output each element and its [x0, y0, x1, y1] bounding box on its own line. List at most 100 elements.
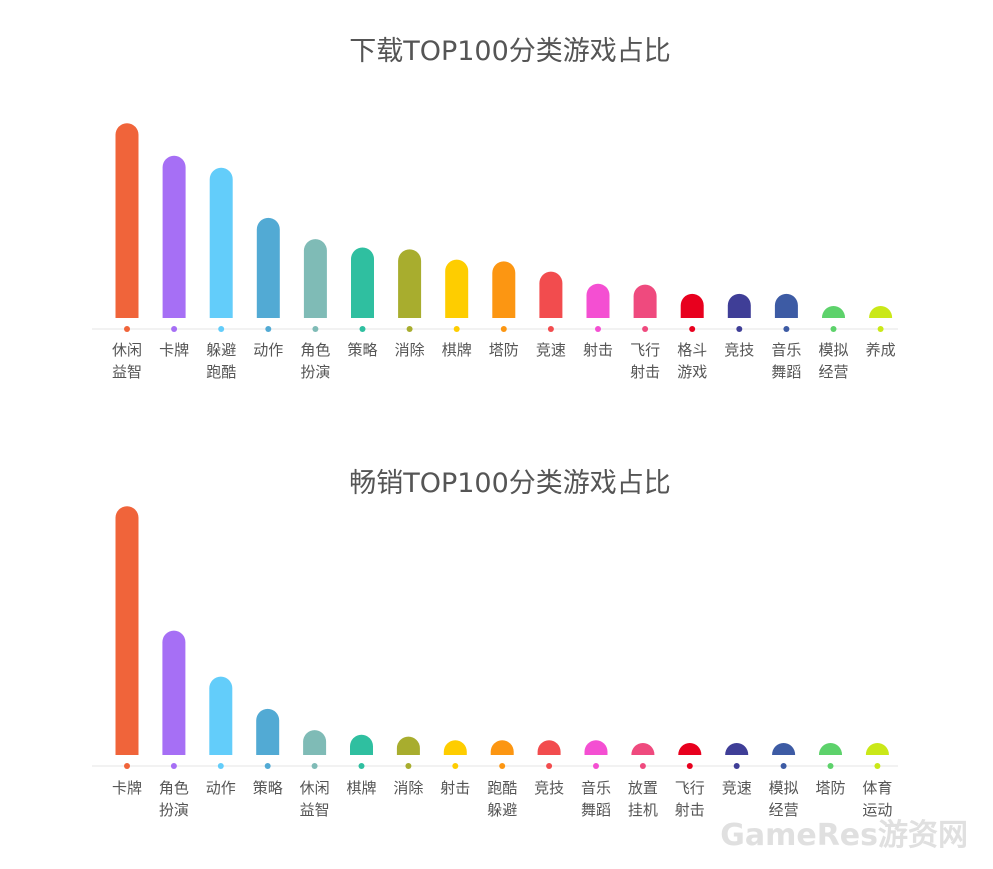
- bar: [584, 740, 608, 755]
- bar: [586, 283, 610, 318]
- category-label: 竞速: [722, 779, 752, 797]
- watermark: GameRes游资网: [720, 818, 968, 853]
- bar: [537, 740, 561, 755]
- category-label: 音乐舞蹈: [771, 341, 801, 381]
- category-dot: [453, 326, 460, 332]
- category-label: 模拟经营: [818, 341, 848, 381]
- bar: [680, 293, 704, 318]
- bar: [822, 306, 845, 318]
- category-label: 角色扮演: [159, 779, 189, 819]
- bar: [492, 261, 516, 318]
- bar: [774, 293, 798, 318]
- bar: [303, 239, 327, 318]
- category-dot: [124, 326, 130, 332]
- bar: [256, 217, 280, 318]
- category-label: 射击: [583, 341, 613, 359]
- category-label: 卡牌: [159, 341, 189, 359]
- bar: [631, 743, 655, 755]
- category-dot: [733, 763, 740, 769]
- category-dot: [312, 326, 319, 332]
- category-dot: [265, 326, 272, 332]
- category-dot: [170, 763, 177, 769]
- category-label: 飞行射击: [675, 779, 705, 819]
- category-dot: [124, 763, 130, 769]
- category-dot: [780, 763, 787, 769]
- bar: [490, 740, 514, 755]
- category-label: 飞行射击: [630, 341, 660, 381]
- bar: [865, 743, 889, 755]
- category-dot: [595, 326, 601, 332]
- bar: [350, 734, 373, 755]
- bar: [256, 708, 280, 755]
- bar: [443, 740, 467, 755]
- bar: [772, 743, 796, 755]
- category-dot: [359, 326, 366, 332]
- category-dot: [171, 326, 178, 332]
- bar: [869, 306, 893, 318]
- bar: [678, 743, 702, 755]
- category-dot: [689, 326, 696, 332]
- category-dot: [452, 763, 459, 769]
- category-label: 格斗游戏: [677, 341, 707, 381]
- bar: [539, 271, 563, 318]
- category-label: 休闲益智: [112, 341, 142, 381]
- category-label: 放置挂机: [628, 779, 658, 819]
- category-dot: [500, 326, 507, 332]
- category-dot: [736, 326, 743, 332]
- category-label: 体育运动: [862, 779, 892, 819]
- category-label: 模拟经营: [769, 779, 799, 819]
- category-label: 竞技: [724, 341, 754, 359]
- bar: [396, 736, 420, 755]
- category-label: 策略: [347, 341, 377, 359]
- chart-title: 下载TOP100分类游戏占比: [349, 36, 671, 67]
- category-dot: [639, 763, 646, 769]
- bar: [727, 293, 751, 318]
- category-label: 养成: [866, 341, 896, 359]
- category-dot: [546, 763, 553, 769]
- category-label: 射击: [440, 779, 470, 797]
- bar: [303, 730, 327, 755]
- category-dot: [264, 763, 271, 769]
- bar: [819, 743, 842, 755]
- category-dot: [827, 763, 834, 769]
- bar: [725, 743, 749, 755]
- category-dot: [686, 763, 693, 769]
- chart-title: 畅销TOP100分类游戏占比: [349, 468, 671, 499]
- category-label: 跑酷躲避: [487, 779, 517, 819]
- category-dot: [874, 763, 881, 769]
- bar: [162, 630, 186, 755]
- category-dot: [218, 326, 225, 332]
- category-label: 消除: [393, 779, 423, 797]
- category-label: 塔防: [489, 341, 519, 359]
- category-dot: [499, 763, 506, 769]
- category-dot: [642, 326, 649, 332]
- category-dot: [311, 763, 318, 769]
- category-label: 棋牌: [442, 341, 472, 359]
- category-label: 动作: [206, 779, 236, 797]
- category-label: 角色扮演: [300, 341, 330, 381]
- category-label: 卡牌: [112, 779, 142, 797]
- bar: [445, 259, 469, 318]
- category-dot: [783, 326, 790, 332]
- bar: [633, 284, 657, 318]
- category-dot: [217, 763, 224, 769]
- category-label: 音乐舞蹈: [581, 779, 611, 819]
- category-dot: [406, 326, 413, 332]
- category-label: 竞技: [534, 779, 564, 797]
- category-dot: [593, 763, 599, 769]
- category-label: 躲避跑酷: [206, 341, 236, 381]
- bar: [115, 123, 139, 318]
- category-dot: [877, 326, 884, 332]
- bar: [115, 506, 139, 755]
- category-label: 竞速: [536, 341, 566, 359]
- category-dot: [547, 326, 554, 332]
- bar: [162, 155, 186, 318]
- category-dot: [830, 326, 837, 332]
- category-label: 塔防: [815, 779, 845, 797]
- category-label: 棋牌: [346, 779, 376, 797]
- category-dot: [405, 763, 412, 769]
- category-label: 策略: [253, 779, 283, 797]
